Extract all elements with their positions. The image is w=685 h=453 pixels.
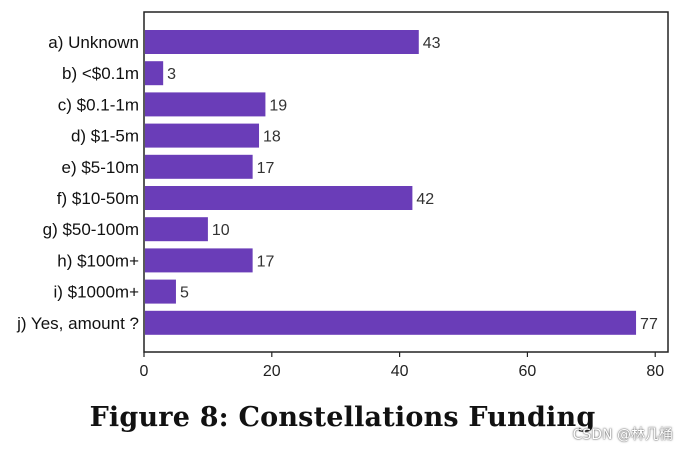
- x-tick-label-2: 40: [391, 363, 409, 380]
- x-tick-label-4: 80: [646, 363, 664, 380]
- value-label-0: 43: [423, 35, 441, 52]
- category-label-4: e) $5-10m: [62, 158, 139, 177]
- bar-1: [145, 61, 164, 86]
- category-label-1: b) <$0.1m: [62, 64, 139, 83]
- x-tick-label-1: 20: [263, 363, 281, 380]
- x-axis-ticks: 0 20 40 60 80: [140, 352, 664, 380]
- bar-7: [145, 248, 253, 273]
- x-tick-label-3: 60: [519, 363, 537, 380]
- plot-frame: [143, 11, 669, 353]
- category-label-3: d) $1-5m: [71, 127, 139, 146]
- bars-group: [145, 30, 637, 335]
- value-label-8: 5: [180, 285, 189, 302]
- value-label-2: 19: [269, 97, 287, 114]
- category-label-5: f) $10-50m: [57, 189, 139, 208]
- category-labels: a) Unknown b) <$0.1m c) $0.1-1m d) $1-5m e) …: [16, 33, 139, 333]
- bar-8: [145, 279, 176, 304]
- x-tick-label-0: 0: [140, 363, 149, 380]
- bar-0: [145, 30, 419, 54]
- category-label-7: h) $100m+: [57, 251, 139, 270]
- bar-4: [145, 154, 253, 179]
- figure-caption: Figure 8: Constellations Funding: [89, 402, 596, 433]
- bar-chart: a) Unknown b) <$0.1m c) $0.1-1m d) $1-5m e) …: [16, 11, 669, 380]
- watermark: CSDN @林几桶: [572, 427, 673, 443]
- bar-3: [145, 123, 260, 148]
- value-labels: 43 3 19 18 17 42 10 17 5 77: [167, 35, 658, 333]
- value-label-5: 42: [416, 191, 434, 208]
- bar-2: [145, 92, 266, 117]
- bar-9: [145, 310, 637, 335]
- value-label-6: 10: [212, 222, 230, 239]
- category-label-8: i) $1000m+: [53, 283, 139, 302]
- category-label-6: g) $50-100m: [43, 220, 139, 239]
- bar-6: [145, 217, 208, 242]
- value-label-1: 3: [167, 66, 176, 83]
- category-label-2: c) $0.1-1m: [58, 95, 139, 114]
- category-label-9: j) Yes, amount ?: [16, 314, 139, 333]
- value-label-7: 17: [257, 253, 275, 270]
- value-label-9: 77: [640, 316, 658, 333]
- bar-5: [145, 186, 413, 210]
- value-label-4: 17: [257, 160, 275, 177]
- category-label-0: a) Unknown: [48, 33, 139, 52]
- value-label-3: 18: [263, 129, 281, 146]
